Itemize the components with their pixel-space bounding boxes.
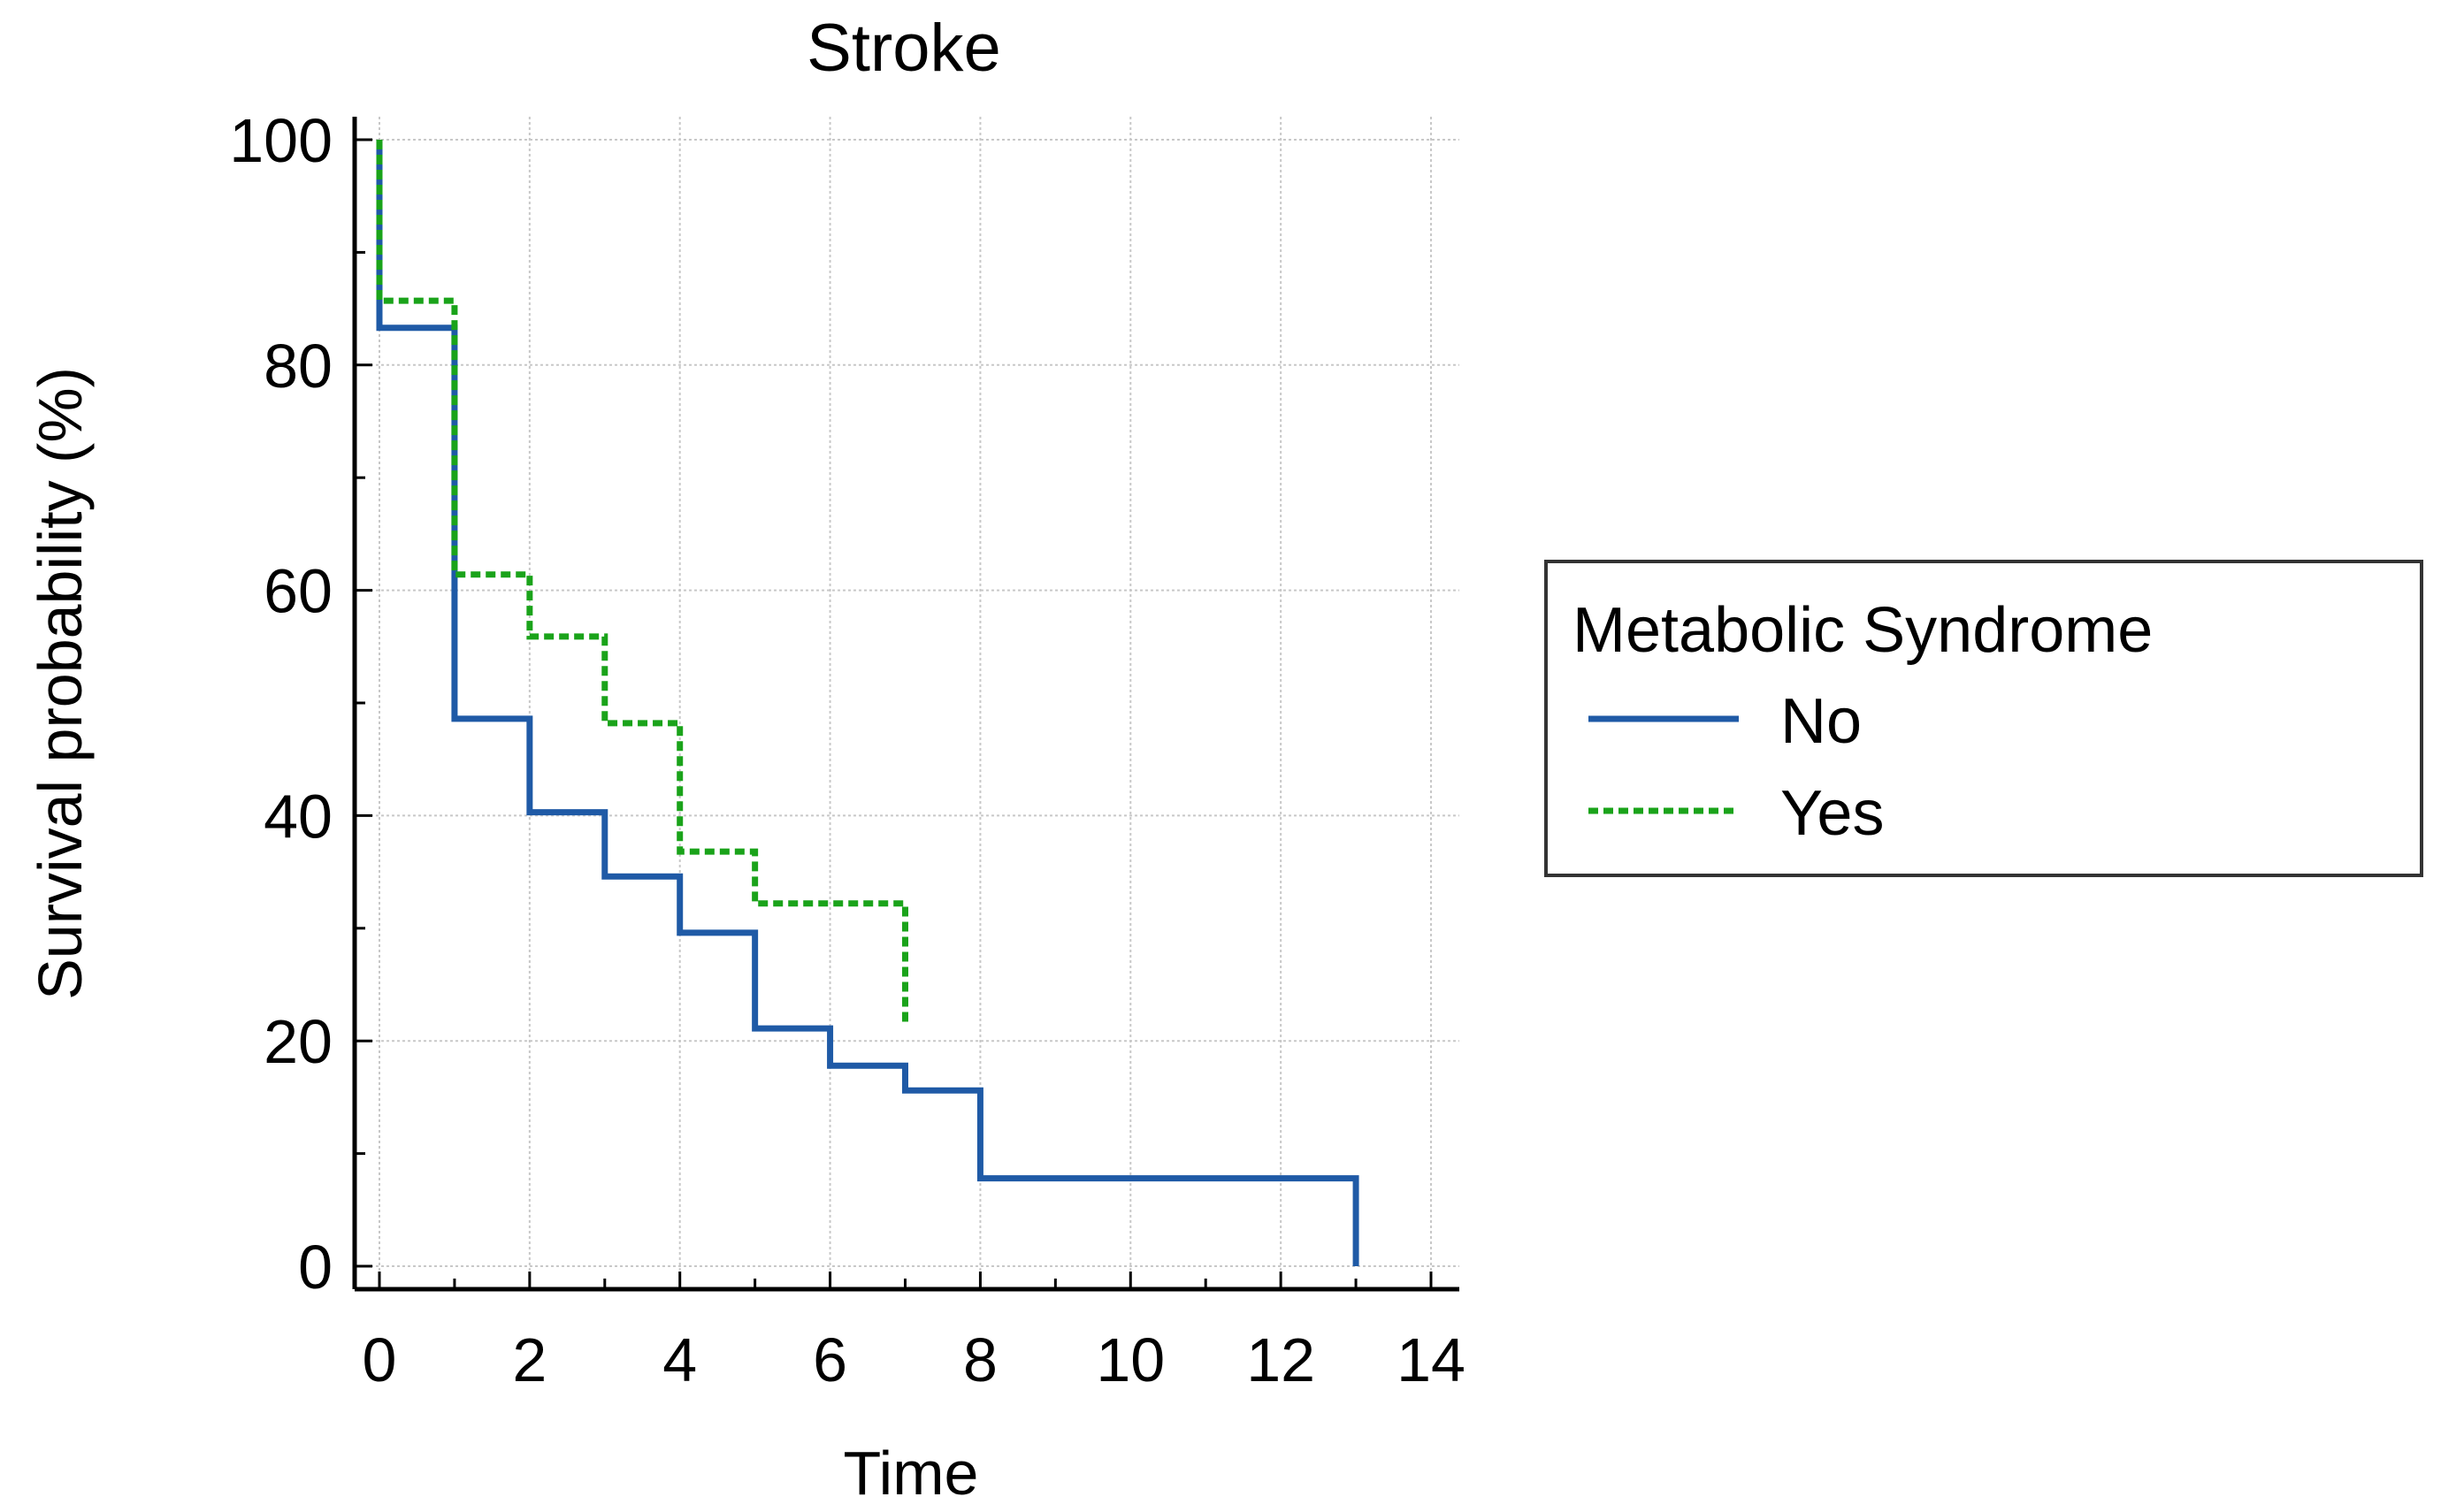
y-tick-label: 20: [264, 1007, 333, 1076]
chart-title: Stroke: [807, 11, 1001, 86]
y-axis-label: Survival probability (%): [26, 367, 95, 1000]
minor-ticks: [355, 138, 1433, 1289]
legend: Metabolic Syndrome No Yes: [1544, 560, 2423, 877]
x-tick-label: 0: [363, 1325, 397, 1394]
y-tick-label: 60: [264, 557, 333, 626]
y-tick-label: 80: [264, 332, 333, 401]
legend-title: Metabolic Syndrome: [1572, 595, 2153, 666]
series-line-no: [376, 140, 1359, 1266]
x-tick-label: 4: [662, 1325, 697, 1394]
x-tick-label: 6: [813, 1325, 847, 1394]
x-tick-label: 10: [1096, 1325, 1165, 1394]
grid-lines: [355, 117, 1459, 1289]
x-tick-label: 14: [1396, 1325, 1465, 1394]
x-tick-label: 2: [512, 1325, 547, 1394]
y-tick-label: 100: [229, 106, 333, 175]
y-tick-label: 40: [264, 782, 333, 851]
x-tick-label: 12: [1246, 1325, 1315, 1394]
x-axis-label: Time: [844, 1439, 979, 1508]
legend-label-no: No: [1780, 686, 1862, 757]
axes: [352, 117, 1459, 1292]
y-tick-label: 0: [298, 1233, 333, 1302]
series-line-yes: [376, 140, 908, 1025]
survival-curves: [376, 140, 1359, 1266]
legend-label-yes: Yes: [1780, 778, 1884, 849]
tick-labels: 0 2 4 6 8 10 12 14 0 20 40 60 80 100: [229, 106, 1465, 1394]
x-tick-label: 8: [963, 1325, 998, 1394]
